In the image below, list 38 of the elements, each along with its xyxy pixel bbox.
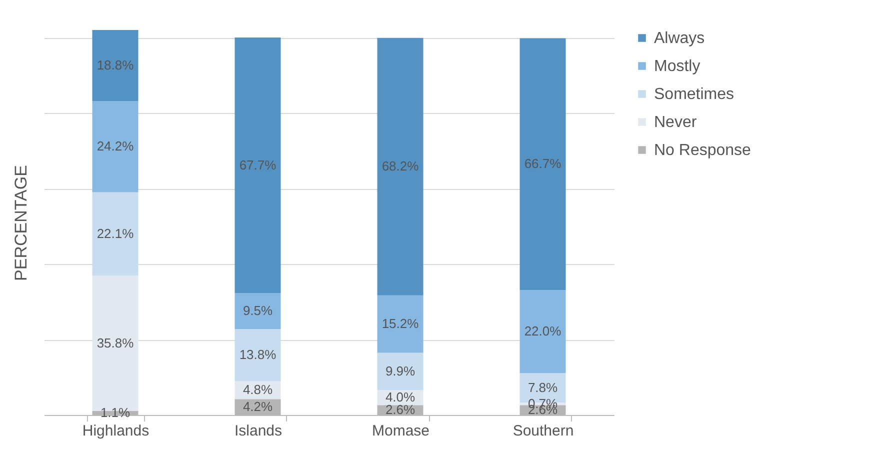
bar [234, 293, 281, 329]
bar [234, 38, 281, 294]
data-label: 9.5% [242, 303, 273, 318]
x-tick-label: Southern [512, 422, 574, 440]
bar [377, 38, 424, 296]
legend-label: No Response [654, 142, 752, 159]
data-label: 66.7% [524, 156, 562, 172]
data-label: 4.2% [242, 399, 273, 414]
bar [520, 38, 566, 290]
x-tick-label: Highlands [82, 422, 150, 440]
legend-label: Never [654, 114, 698, 131]
data-label: 15.2% [382, 316, 420, 332]
bar [234, 328, 281, 382]
data-label: 4.8% [242, 382, 273, 398]
x-tick-label: Momase [372, 422, 430, 440]
data-label: 67.7% [239, 157, 277, 172]
data-label: 18.8% [96, 57, 134, 72]
data-label: 7.8% [528, 380, 558, 395]
data-label: 13.8% [239, 346, 277, 362]
legend-label: Always [654, 30, 705, 47]
data-label: 24.2% [96, 138, 134, 154]
y-axis-title: PERCENTAGE [12, 165, 30, 281]
bar [92, 192, 138, 276]
legend-label: Mostly [654, 58, 700, 75]
legend-label: Sometimes [654, 86, 734, 103]
data-label: 2.6% [385, 402, 416, 418]
bar [92, 100, 138, 192]
bar [377, 352, 424, 390]
data-label: 68.2% [382, 158, 420, 174]
data-label: 22.0% [524, 324, 562, 339]
data-label: 4.0% [385, 390, 416, 405]
data-label: 35.8% [96, 335, 134, 350]
data-label: 9.9% [385, 363, 416, 378]
bar [377, 295, 424, 353]
bar [520, 290, 566, 374]
bar [92, 30, 138, 101]
x-tick-label: Islands [234, 422, 282, 440]
data-label: 22.1% [96, 226, 134, 242]
